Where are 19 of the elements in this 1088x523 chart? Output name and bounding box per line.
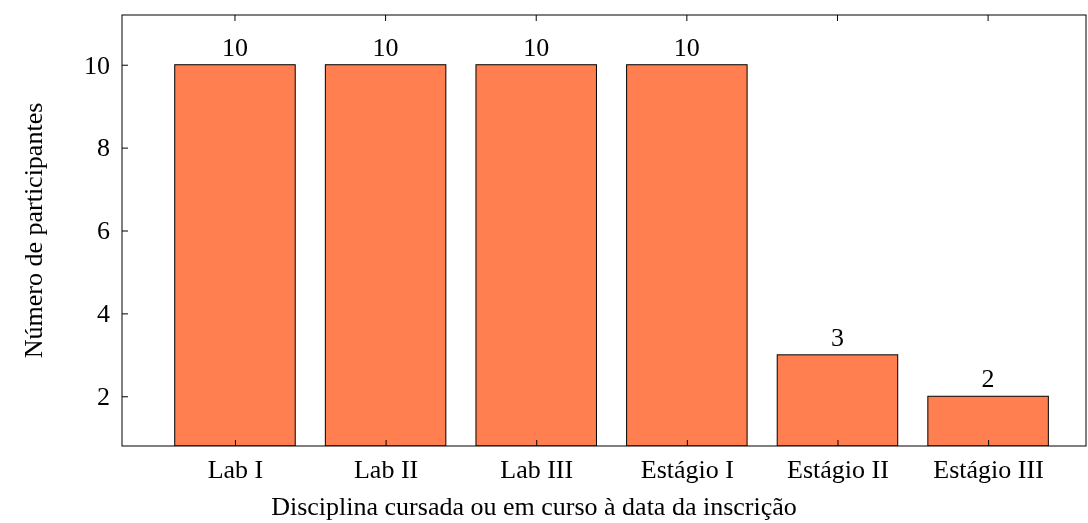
x-tick-label: Estágio III xyxy=(933,455,1044,485)
data-label: 10 xyxy=(523,32,550,62)
data-label: 10 xyxy=(673,32,700,62)
y-tick-label: 10 xyxy=(84,50,110,80)
x-tick-label: Lab I xyxy=(207,455,264,485)
x-axis-title: Disciplina cursada ou em curso à data da inscrição xyxy=(271,492,797,521)
y-axis-title: Número de participantes xyxy=(19,102,48,359)
x-tick-label: Estágio II xyxy=(787,455,889,485)
data-label: 2 xyxy=(981,364,995,394)
x-tick-label: Lab II xyxy=(353,455,419,485)
data-label: 10 xyxy=(221,32,248,62)
y-tick-label: 2 xyxy=(97,382,110,412)
y-tick-label: 4 xyxy=(97,299,110,329)
y-tick-label: 8 xyxy=(97,133,110,163)
x-tick-label: Estágio I xyxy=(640,455,734,485)
data-label: 10 xyxy=(372,32,399,62)
data-label: 3 xyxy=(830,322,844,352)
y-tick-label: 6 xyxy=(97,216,110,246)
x-tick-label: Lab III xyxy=(500,455,574,485)
